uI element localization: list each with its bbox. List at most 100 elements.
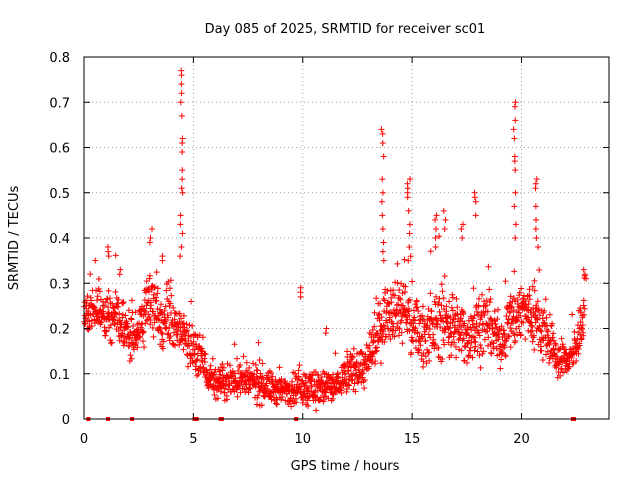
data-point <box>351 380 358 387</box>
data-point <box>107 322 114 329</box>
data-point <box>533 216 540 223</box>
data-point <box>180 320 187 327</box>
data-point <box>512 99 519 106</box>
data-point <box>543 314 550 321</box>
data-point <box>237 389 244 396</box>
data-point <box>293 399 300 406</box>
data-point <box>146 239 153 246</box>
data-point <box>498 356 505 363</box>
data-point <box>165 314 172 321</box>
data-point <box>335 375 342 382</box>
data-point <box>296 362 303 369</box>
data-point <box>125 307 132 314</box>
data-point <box>494 306 501 313</box>
data-point <box>349 354 356 361</box>
data-point <box>145 285 152 292</box>
data-point <box>388 299 395 306</box>
data-point <box>289 378 296 385</box>
data-point <box>192 363 199 370</box>
data-point <box>562 350 569 357</box>
data-point <box>380 322 387 329</box>
data-point <box>396 325 403 332</box>
data-point <box>380 153 387 160</box>
data-point <box>531 277 538 284</box>
y-tick-label: 0.8 <box>49 51 70 66</box>
data-point <box>541 307 548 314</box>
data-point <box>420 358 427 365</box>
data-point <box>394 320 401 327</box>
data-point <box>159 345 166 352</box>
data-point <box>542 296 549 303</box>
data-point <box>409 278 416 285</box>
data-point <box>522 297 529 304</box>
data-point <box>308 383 315 390</box>
data-point <box>399 340 406 347</box>
data-point <box>365 365 372 372</box>
data-point <box>454 326 461 333</box>
data-point <box>117 266 124 273</box>
data-point <box>237 361 244 368</box>
data-point <box>177 253 184 260</box>
data-point <box>529 338 536 345</box>
data-point <box>88 323 95 330</box>
data-point <box>471 194 478 201</box>
data-point <box>487 315 494 322</box>
data-point <box>377 300 384 307</box>
data-point <box>516 323 523 330</box>
data-point <box>159 311 166 318</box>
data-point <box>167 285 174 292</box>
data-point <box>439 315 446 322</box>
data-point <box>246 364 253 371</box>
data-point <box>569 311 576 318</box>
data-point <box>538 347 545 354</box>
data-point <box>119 311 126 318</box>
data-point <box>535 306 542 313</box>
data-point <box>406 176 413 183</box>
data-point <box>477 364 484 371</box>
data-point <box>137 306 144 313</box>
data-point <box>512 337 519 344</box>
data-point <box>540 337 547 344</box>
data-point <box>433 212 440 219</box>
data-point <box>475 329 482 336</box>
data-point <box>188 298 195 305</box>
data-point <box>363 341 370 348</box>
data-point <box>178 112 185 119</box>
data-point <box>419 303 426 310</box>
data-point <box>379 212 386 219</box>
data-point <box>252 361 259 368</box>
data-point <box>378 198 385 205</box>
data-point <box>546 341 553 348</box>
data-point <box>510 307 517 314</box>
data-point <box>580 332 587 339</box>
data-point <box>151 319 158 326</box>
data-point <box>521 292 528 299</box>
data-point <box>512 167 519 174</box>
data-point <box>394 279 401 286</box>
data-point <box>176 310 183 317</box>
data-point <box>346 382 353 389</box>
data-point <box>384 288 391 295</box>
data-point <box>95 285 102 292</box>
data-point <box>498 323 505 330</box>
data-point <box>117 317 124 324</box>
data-point <box>149 225 156 232</box>
y-tick-label: 0.5 <box>49 187 70 202</box>
data-point <box>351 372 358 379</box>
data-point <box>140 338 147 345</box>
data-point <box>419 316 426 323</box>
data-point <box>127 315 134 322</box>
data-point <box>510 313 517 320</box>
data-point <box>159 257 166 264</box>
data-point <box>552 340 559 347</box>
data-point <box>406 312 413 319</box>
data-point <box>105 287 112 294</box>
data-point <box>507 325 514 332</box>
data-point <box>559 369 566 376</box>
data-point <box>122 312 129 319</box>
data-point <box>453 354 460 361</box>
data-point <box>507 293 514 300</box>
data-point <box>102 332 109 339</box>
data-point <box>205 384 212 391</box>
data-point <box>179 149 186 156</box>
